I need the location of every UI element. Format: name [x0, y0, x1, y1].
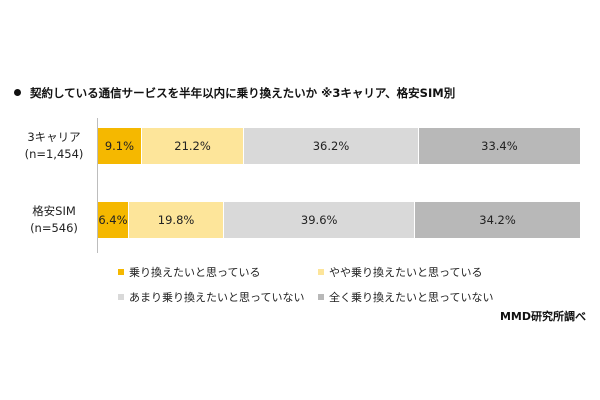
legend-swatch: [118, 269, 124, 275]
chart-title: 契約している通信サービスを半年以内に乗り換えたいか ※3キャリア、格安SIM別: [30, 86, 456, 100]
bar-row: 9.1% 21.2% 36.2% 33.4%: [98, 128, 580, 164]
category-sample-size: (n=1,454): [24, 147, 84, 161]
category-axis-line: [97, 118, 98, 253]
legend-label: あまり乗り換えたいと思っていない: [129, 291, 305, 304]
chart-title-row: 契約している通信サービスを半年以内に乗り換えたいか ※3キャリア、格安SIM別: [14, 85, 455, 101]
category-label: 3キャリア (n=1,454): [14, 129, 94, 163]
data-label: 21.2%: [174, 139, 211, 153]
bar-row: 6.4% 19.8% 39.6% 34.2%: [98, 202, 580, 238]
data-label: 6.4%: [98, 213, 128, 227]
bar-segment: 36.2%: [244, 128, 419, 164]
bar-segment: 19.8%: [128, 202, 225, 238]
bar-segment: 34.2%: [415, 202, 580, 238]
data-label: 36.2%: [312, 139, 350, 153]
legend-item: 乗り換えたいと思っている: [118, 264, 260, 280]
data-label: 33.4%: [481, 139, 518, 153]
data-label: 9.1%: [104, 139, 135, 153]
source-note: MMD研究所調べ: [499, 310, 586, 323]
category-name: 3キャリア: [27, 130, 81, 144]
bar-segment: 6.4%: [98, 202, 129, 238]
legend-swatch: [318, 294, 324, 300]
category-sample-size: (n=546): [30, 221, 78, 235]
data-label: 34.2%: [479, 213, 516, 227]
data-label: 39.6%: [300, 213, 338, 227]
data-label: 19.8%: [157, 213, 195, 227]
legend-item: 全く乗り換えたいと思っていない: [318, 289, 493, 305]
category-label: 格安SIM (n=546): [14, 203, 94, 237]
legend-label: 乗り換えたいと思っている: [129, 266, 261, 279]
legend-label: 全く乗り換えたいと思っていない: [329, 291, 494, 304]
legend-swatch: [118, 294, 124, 300]
legend-item: やや乗り換えたいと思っている: [318, 264, 482, 280]
legend-label: やや乗り換えたいと思っている: [329, 266, 483, 279]
bar-segment: 21.2%: [141, 128, 245, 164]
bar-segment: 9.1%: [98, 128, 142, 164]
bullet-icon: [14, 89, 21, 96]
legend-swatch: [318, 269, 324, 275]
legend-item: あまり乗り換えたいと思っていない: [118, 289, 304, 305]
category-name: 格安SIM: [32, 204, 76, 218]
bar-segment: 39.6%: [224, 202, 416, 238]
bar-segment: 33.4%: [418, 128, 580, 164]
